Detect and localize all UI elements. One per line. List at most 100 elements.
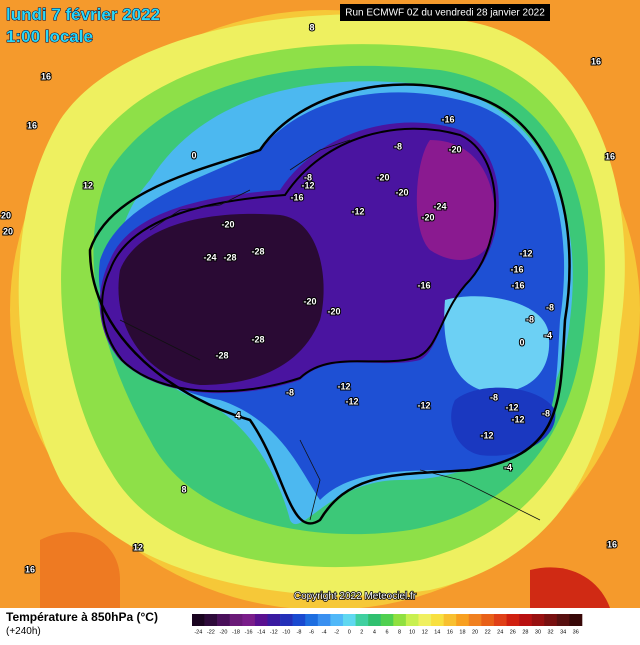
colorbar-swatch bbox=[204, 614, 218, 626]
contour-label: -12 bbox=[519, 248, 532, 258]
warm-blob bbox=[40, 532, 120, 608]
contour-label: -12 bbox=[337, 381, 350, 391]
contour-label: -20 bbox=[421, 212, 434, 222]
colorbar-tick-label: 2 bbox=[360, 629, 363, 635]
contour-label: -8 bbox=[526, 314, 534, 324]
contour-label: -12 bbox=[351, 206, 364, 216]
contour-label: -16 bbox=[290, 192, 303, 202]
colorbar-swatch bbox=[519, 614, 532, 626]
contour-label: 20 bbox=[3, 226, 13, 236]
colorbar-tick-label: 14 bbox=[434, 629, 440, 635]
contour-label: -20 bbox=[221, 219, 234, 229]
contour-label: -8 bbox=[546, 302, 554, 312]
colorbar-tick-label: 24 bbox=[497, 629, 503, 635]
colorbar-swatch bbox=[468, 614, 482, 626]
colorbar: -24 -22 -20 -18 -16 -14 -12 -10 -8 -6 -4 -2 0 2 4 6 8 10 1… bbox=[192, 614, 583, 635]
contour-label: 20 bbox=[1, 210, 11, 220]
colorbar-tick-label: 8 bbox=[398, 629, 401, 635]
light-cyan-zone bbox=[444, 296, 550, 393]
colorbar-swatch bbox=[330, 614, 344, 626]
colorbar-swatch bbox=[342, 614, 356, 626]
colorbar-swatch bbox=[405, 614, 419, 626]
colorbar-tick-label: 28 bbox=[522, 629, 528, 635]
contour-label: -8 bbox=[304, 172, 312, 182]
contour-label: -12 bbox=[480, 430, 493, 440]
time-line: 1:00 locale bbox=[6, 27, 93, 46]
colorbar-tick-label: 6 bbox=[385, 629, 388, 635]
colorbar-swatch bbox=[242, 614, 256, 626]
colorbar-tick-label: 20 bbox=[472, 629, 478, 635]
colorbar-tick-label: -8 bbox=[296, 629, 301, 635]
colorbar-tick-label: -18 bbox=[232, 629, 240, 635]
contour-label: -16 bbox=[417, 280, 430, 290]
colorbar-swatch bbox=[556, 614, 570, 626]
contour-label: -24 bbox=[203, 252, 216, 262]
contour-label: -12 bbox=[301, 180, 314, 190]
colorbar-swatch bbox=[531, 614, 545, 626]
contour-label: 16 bbox=[25, 564, 35, 574]
contour-label: -12 bbox=[345, 396, 358, 406]
contour-labels: -16-20-8-20-20-24-20-12-8-12-16-20-24 -28… bbox=[0, 21, 618, 575]
contour-label: -28 bbox=[215, 350, 228, 360]
colorbar-swatch bbox=[456, 614, 470, 626]
contour-label: -4 bbox=[504, 462, 512, 472]
contour-label: -20 bbox=[376, 172, 389, 182]
contour-label: 16 bbox=[605, 151, 615, 161]
contour-label: -20 bbox=[303, 296, 316, 306]
colorbar-tick-label: 10 bbox=[409, 629, 415, 635]
hot-blob bbox=[530, 567, 610, 608]
contour-label: 16 bbox=[27, 120, 37, 130]
contour-label: -16 bbox=[511, 280, 524, 290]
contour-label: -12 bbox=[505, 402, 518, 412]
contour-label: 4 bbox=[235, 410, 240, 420]
colorbar-swatch bbox=[380, 614, 394, 626]
contour-label: 8 bbox=[181, 484, 186, 494]
contour-label: -28 bbox=[251, 334, 264, 344]
colorbar-swatch bbox=[229, 614, 243, 626]
extreme-cold-zone bbox=[118, 213, 324, 385]
colorbar-swatch bbox=[431, 614, 444, 626]
footer-title: Température à 850hPa (°C) bbox=[6, 610, 158, 624]
colorbar-tick-label: 30 bbox=[535, 629, 541, 635]
colorbar-tick-label: 0 bbox=[348, 629, 351, 635]
colorbar-swatch bbox=[569, 614, 583, 626]
colorbar-swatch bbox=[317, 614, 331, 626]
contour-label: -8 bbox=[542, 408, 550, 418]
colorbar-tick-label: -6 bbox=[309, 629, 314, 635]
run-label-box bbox=[340, 4, 550, 21]
contour-label: -12 bbox=[417, 400, 430, 410]
contour-label: -8 bbox=[286, 387, 294, 397]
colorbar-swatch bbox=[418, 614, 432, 626]
date-line: lundi 7 février 2022 bbox=[6, 5, 160, 24]
colorbar-swatch bbox=[192, 614, 205, 626]
colorbar-tick-label: -12 bbox=[270, 629, 278, 635]
colorbar-swatch bbox=[493, 614, 507, 626]
colorbar-swatch bbox=[254, 614, 268, 626]
contour-label: -12 bbox=[511, 414, 524, 424]
colorbar-tick-label: 4 bbox=[373, 629, 376, 635]
colorbar-swatch bbox=[368, 614, 382, 626]
colorbar-tick-label: -14 bbox=[257, 629, 265, 635]
colorbar-swatch bbox=[481, 614, 495, 626]
contour-label: 0 bbox=[519, 337, 524, 347]
colorbar-swatch bbox=[355, 614, 369, 626]
footer-subtitle: (+240h) bbox=[6, 626, 41, 637]
colorbar-swatch bbox=[267, 614, 281, 626]
contour-label: -16 bbox=[510, 264, 523, 274]
blue-blob bbox=[451, 387, 556, 456]
colorbar-swatch bbox=[506, 614, 520, 626]
colorbar-tick-label: 34 bbox=[560, 629, 566, 635]
colorbar-tick-label: 36 bbox=[573, 629, 579, 635]
contour-label: -28 bbox=[251, 246, 264, 256]
contour-label: 12 bbox=[133, 542, 143, 552]
copyright: Copyright 2022 Meteociel.fr bbox=[294, 591, 417, 602]
colorbar-tick-label: 26 bbox=[510, 629, 516, 635]
contour-label: -20 bbox=[448, 144, 461, 154]
colorbar-swatch bbox=[292, 614, 306, 626]
cold-isotherm bbox=[101, 127, 496, 393]
colorbar-tick-label: 22 bbox=[485, 629, 491, 635]
contour-label: -8 bbox=[490, 392, 498, 402]
colorbar-swatch bbox=[217, 614, 231, 626]
contour-label: -20 bbox=[395, 187, 408, 197]
